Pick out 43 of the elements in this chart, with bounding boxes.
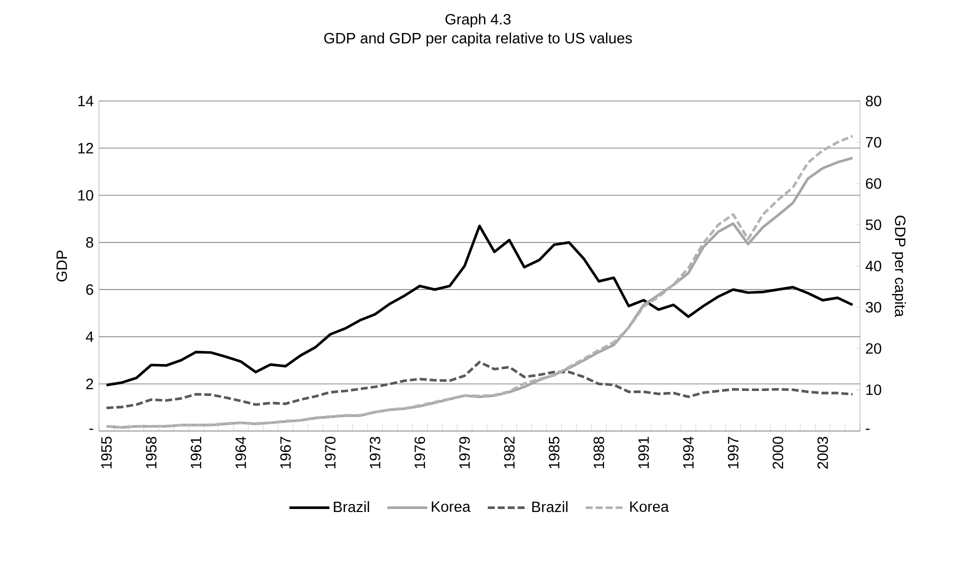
x-tick-label: 1961 — [190, 436, 202, 468]
chart-subtitle: GDP and GDP per capita relative to US values — [324, 32, 632, 46]
x-tick-label: 2000 — [772, 436, 784, 469]
legend-label: Brazil — [334, 501, 370, 512]
x-tick-label: 1979 — [459, 436, 470, 468]
legend-label: Korea — [432, 501, 471, 512]
x-tick-label: 1982 — [504, 436, 515, 468]
y2-tick-label: 60 — [866, 178, 882, 189]
y-tick-label: 4 — [86, 332, 94, 342]
y2-axis-title: GDP per capita — [892, 216, 906, 318]
x-tick-label: 1955 — [101, 436, 112, 468]
x-tick-label: 1988 — [594, 436, 604, 468]
y-tick-label: 2 — [86, 378, 94, 390]
x-tick-label: 1973 — [370, 436, 380, 468]
y-tick-label: 14 — [78, 96, 94, 106]
y-tick-label: 6 — [86, 284, 94, 295]
y2-tick-label: 10 — [866, 384, 882, 396]
x-tick-label: 1991 — [638, 436, 649, 468]
x-tick-label: 1964 — [235, 436, 246, 468]
y2-tick-label: 80 — [866, 96, 882, 106]
chart-title: Graph 4.3 — [446, 14, 511, 28]
y-tick-label: 12 — [78, 142, 94, 154]
x-tick-label: 1967 — [280, 436, 291, 468]
y2-tick-label: 70 — [866, 136, 882, 148]
y2-tick-label: 40 — [866, 260, 882, 272]
legend-label: Brazil — [532, 501, 568, 512]
y-axis-title: GDP — [56, 250, 68, 282]
x-tick-label: 1958 — [146, 436, 157, 468]
y2-tick-label: 50 — [866, 219, 882, 230]
x-tick-label: 1994 — [683, 436, 694, 468]
x-tick-label: 1976 — [414, 436, 426, 468]
y2-tick-label: - — [866, 428, 870, 430]
x-tick-label: 1997 — [728, 436, 738, 468]
y-tick-label: 8 — [86, 237, 94, 248]
y2-tick-label: 20 — [866, 343, 882, 354]
x-tick-label: 1970 — [324, 436, 336, 468]
y-tick-label: 10 — [78, 190, 94, 201]
x-tick-label: 2003 — [817, 436, 828, 469]
legend-label: Korea — [630, 501, 669, 512]
y-tick-label: - — [90, 428, 94, 430]
y2-tick-label: 30 — [866, 302, 882, 313]
x-tick-label: 1985 — [548, 436, 560, 468]
line-series — [105, 224, 854, 386]
